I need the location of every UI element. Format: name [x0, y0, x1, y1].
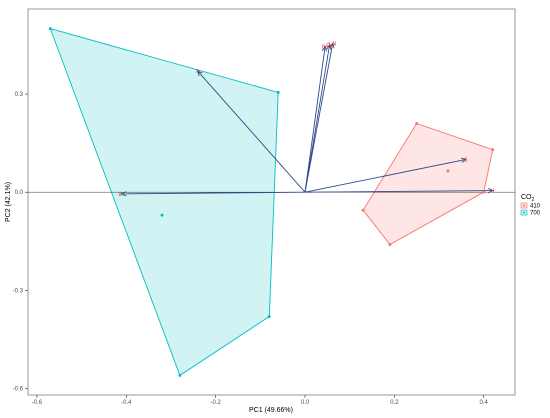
loading-arrow-pn: [304, 46, 326, 193]
arrowhead-tr: [197, 70, 203, 77]
point-700-3: [267, 314, 271, 318]
x-tick-label: 0.2: [390, 400, 399, 406]
x-tick-label: -0.6: [32, 400, 43, 406]
x-tick-label: 0.4: [480, 400, 489, 406]
arrowhead-c: [460, 157, 467, 163]
x-axis-title: PC1 (49.66%): [249, 407, 293, 414]
point-700-4: [178, 373, 182, 377]
y-tick-label: -0.6: [13, 386, 24, 392]
point-410-3: [482, 190, 486, 194]
point-410-4: [388, 243, 392, 247]
loading-label-dt: DT: [118, 192, 125, 198]
y-axis-title: PC2 (42.1%): [5, 182, 12, 222]
y-axis-ticks: -0.6 -0.3 0.0 0.3: [13, 92, 28, 392]
point-700-6: [160, 213, 164, 217]
point-700-5: [120, 192, 124, 196]
group-hulls: [49, 27, 494, 377]
loading-arrow-lai: [304, 43, 334, 193]
arrowhead-gs: [326, 43, 332, 50]
point-410-6: [446, 169, 450, 173]
loading-arrow-gs: [304, 44, 331, 193]
legend-label-700: 700: [530, 211, 541, 217]
y-tick-label: 0.0: [15, 190, 24, 196]
loading-label-h: H: [491, 189, 495, 195]
loading-arrow-dt: [121, 191, 306, 195]
x-tick-label: 0.0: [301, 400, 310, 406]
point-410-5: [361, 208, 365, 212]
loading-label-pn: Pn: [322, 45, 328, 51]
y-tick-label: 0.3: [15, 92, 24, 98]
legend-label-410: 410: [530, 204, 541, 210]
legend-title-subscript: 2: [532, 197, 535, 203]
y-tick-label: -0.3: [13, 288, 24, 294]
arrowhead-lai: [329, 42, 335, 49]
loading-arrows: [120, 42, 494, 197]
legend-title-base: CO: [521, 194, 532, 201]
loading-label-tr: Tr: [196, 69, 201, 75]
x-tick-label: -0.4: [121, 400, 132, 406]
arrowhead-pn: [321, 45, 328, 52]
legend-title: CO2: [521, 194, 535, 203]
x-axis-ticks: -0.6 -0.4 -0.2 0.0 0.2 0.4: [32, 395, 489, 406]
loading-label-c: C: [464, 157, 468, 163]
loading-arrow-c: [304, 159, 466, 193]
loading-arrow-h: [305, 190, 493, 193]
point-410-2: [491, 148, 495, 152]
hull-410: [362, 122, 494, 246]
arrowhead-h: [487, 187, 494, 194]
point-700-2: [276, 90, 280, 94]
score-points: [48, 27, 495, 377]
loading-label-gs: Gs: [326, 43, 333, 49]
loading-arrow-tr: [197, 70, 306, 193]
point-410-1: [415, 121, 419, 125]
point-700-1: [48, 27, 52, 31]
legend-key-dot-700: [523, 211, 525, 214]
plot-panel: [27, 8, 516, 396]
loading-label-lai: LAI: [329, 41, 337, 47]
legend-key-dot-410: [523, 204, 525, 207]
x-tick-label: -0.2: [210, 400, 221, 406]
